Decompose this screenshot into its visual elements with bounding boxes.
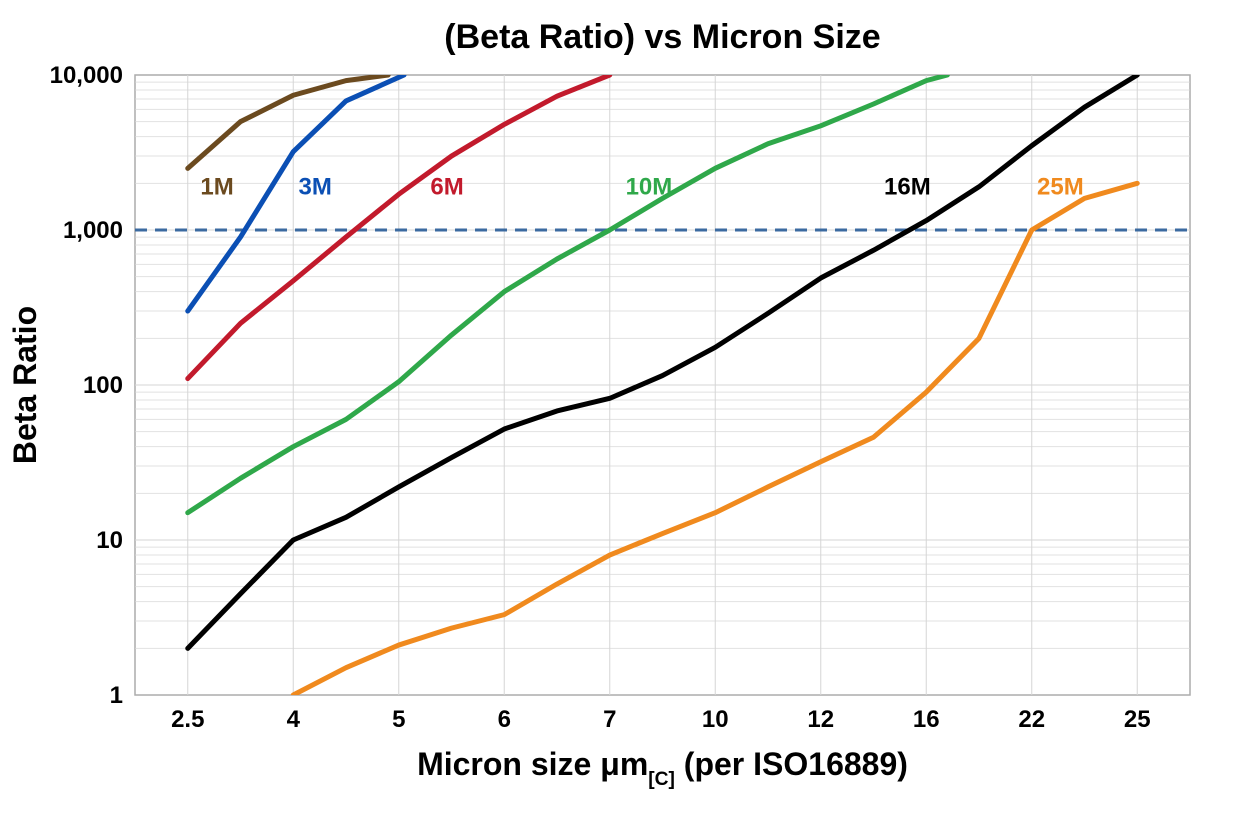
series-label-25m: 25M [1037,173,1084,200]
x-tick: 16 [913,706,940,733]
y-tick: 1,000 [63,217,123,244]
x-tick: 22 [1018,706,1045,733]
y-tick: 10 [96,527,123,554]
series-label-16m: 16M [884,173,931,200]
series-label-3m: 3M [299,173,332,200]
chart-title: (Beta Ratio) vs Micron Size [444,18,880,56]
series-label-1m: 1M [200,173,233,200]
x-tick: 25 [1124,706,1151,733]
series-label-10m: 10M [626,173,673,200]
beta-ratio-chart: (Beta Ratio) vs Micron Size 1M 3M 6M 10M 16M… [0,0,1237,819]
y-axis-label: Beta Ratio [7,306,43,464]
x-tick: 6 [498,706,511,733]
y-tick: 1 [110,682,123,709]
x-tick: 5 [392,706,405,733]
chart-container: (Beta Ratio) vs Micron Size 1M 3M 6M 10M 16M… [0,0,1237,819]
x-tick: 7 [603,706,616,733]
series-label-6m: 6M [430,173,463,200]
x-tick: 10 [702,706,729,733]
y-tick: 10,000 [50,62,123,89]
x-tick: 12 [807,706,834,733]
y-tick: 100 [83,372,123,399]
x-tick: 4 [287,706,301,733]
x-tick: 2.5 [171,706,204,733]
